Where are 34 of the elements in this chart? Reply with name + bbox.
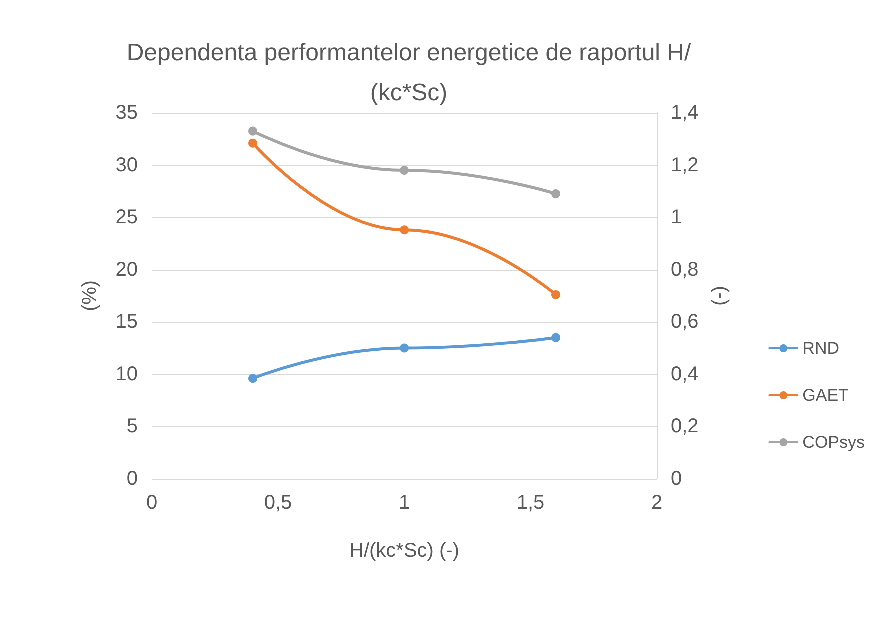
- y2-axis-title: (-): [708, 286, 731, 306]
- y-tick-label: 20: [116, 258, 138, 281]
- x-tick-label: 1,5: [516, 492, 545, 514]
- y-tick-label: 30: [116, 154, 138, 176]
- point: [552, 333, 560, 342]
- point: [552, 290, 560, 300]
- point: [248, 126, 258, 136]
- y-axis-title: (%): [79, 280, 101, 312]
- point: [400, 344, 409, 353]
- x-tick-label: 0,5: [264, 492, 292, 514]
- y2-tick-label: 0,4: [671, 363, 699, 386]
- point: [248, 138, 258, 148]
- x-axis-title: H/(kc*Sc) (-): [350, 540, 460, 562]
- legend-label: RND: [802, 339, 840, 358]
- y2-tick-label: 1,2: [671, 154, 699, 176]
- x-tick-label: 0: [146, 492, 158, 514]
- point: [552, 190, 560, 199]
- legend-label: GAET: [802, 386, 849, 405]
- y-tick-label: 0: [126, 468, 138, 490]
- y-tick-label: 10: [116, 363, 138, 386]
- y2-tick-label: 0,6: [671, 311, 699, 334]
- y-tick-label: 25: [116, 206, 138, 229]
- x-tick-label: 2: [651, 492, 663, 514]
- y2-tick-label: 0: [671, 468, 682, 490]
- y2-tick-label: 0,8: [671, 258, 699, 281]
- y-tick-label: 15: [116, 311, 138, 334]
- x-tick-label: 1: [398, 492, 410, 514]
- y-tick-label: 5: [126, 416, 138, 438]
- point: [248, 374, 258, 384]
- y2-tick-label: 0,2: [671, 416, 699, 438]
- point: [400, 166, 409, 176]
- point: [400, 226, 409, 235]
- y2-tick-label: 1: [671, 206, 682, 229]
- legend-label: COPsys: [802, 433, 866, 452]
